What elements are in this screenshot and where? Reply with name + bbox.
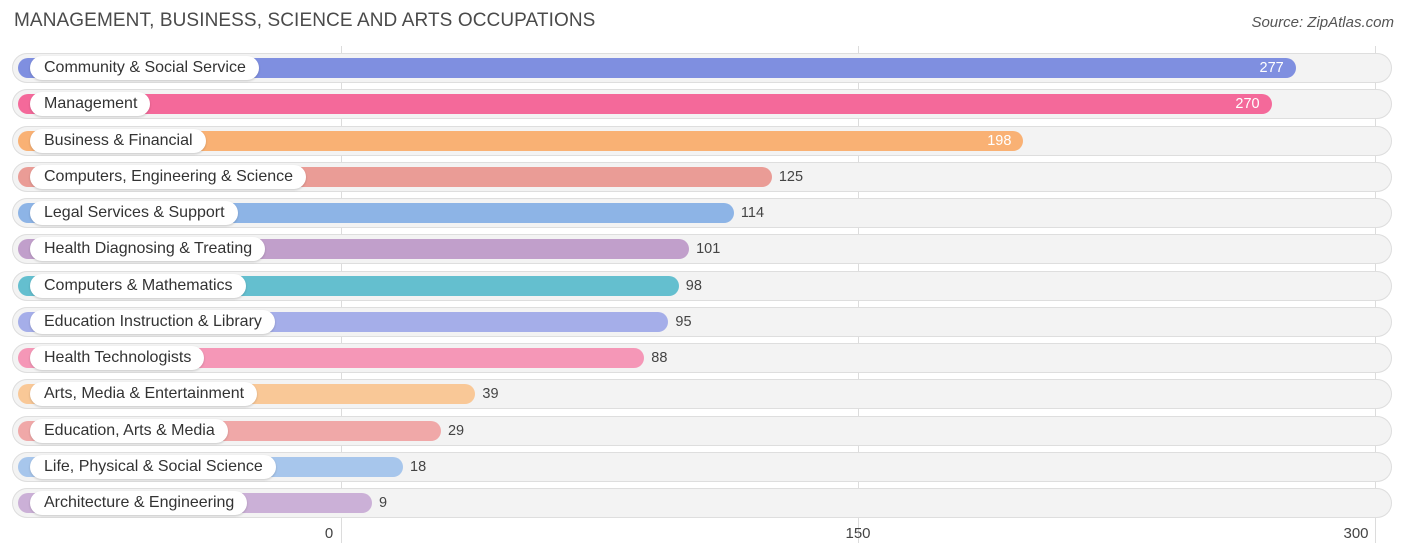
bar-value-label: 9: [379, 495, 388, 511]
bar-category-label: Life, Physical & Social Science: [30, 454, 276, 479]
bar-category-label: Arts, Media & Entertainment: [30, 382, 258, 407]
bar-value-label: 114: [740, 205, 765, 221]
bar-value-label: 270: [1235, 96, 1260, 113]
bar-category-label: Legal Services & Support: [30, 201, 238, 225]
bar-value-label: 29: [447, 422, 465, 439]
bar-category-label: Computers, Engineering & Science: [30, 164, 307, 189]
chart-source: Source: ZipAtlas.com: [1251, 14, 1394, 31]
bar-value-label: 39: [482, 386, 499, 403]
bar[interactable]: [18, 130, 1024, 151]
bar-value-label: 88: [651, 350, 668, 366]
bar-category-label: Computers & Mathematics: [30, 273, 246, 298]
x-tick-label: 0: [324, 525, 334, 542]
bar[interactable]: [18, 58, 1296, 78]
bar-category-label: Health Technologists: [30, 346, 205, 370]
bar-value-label: 198: [987, 132, 1012, 149]
x-tick-label: 150: [845, 525, 871, 542]
bar-category-label: Education Instruction & Library: [30, 309, 275, 334]
bar-category-label: Management: [30, 92, 151, 117]
bar-category-label: Education, Arts & Media: [30, 418, 228, 443]
bar[interactable]: [18, 94, 1272, 115]
bar-value-label: 95: [675, 313, 692, 330]
bar-value-label: 101: [696, 241, 721, 258]
bar-value-label: 277: [1259, 60, 1284, 76]
chart-title: MANAGEMENT, BUSINESS, SCIENCE AND ARTS O…: [14, 10, 596, 31]
bar-value-label: 125: [778, 168, 804, 185]
bar-category-label: Business & Financial: [30, 128, 206, 153]
bar-category-label: Architecture & Engineering: [30, 491, 248, 515]
bar-value-label: 98: [685, 277, 702, 294]
bar-category-label: Community & Social Service: [30, 56, 259, 80]
bar-value-label: 18: [410, 458, 427, 475]
x-tick-label: 300: [1343, 525, 1369, 542]
bar-category-label: Health Diagnosing & Treating: [30, 237, 266, 262]
